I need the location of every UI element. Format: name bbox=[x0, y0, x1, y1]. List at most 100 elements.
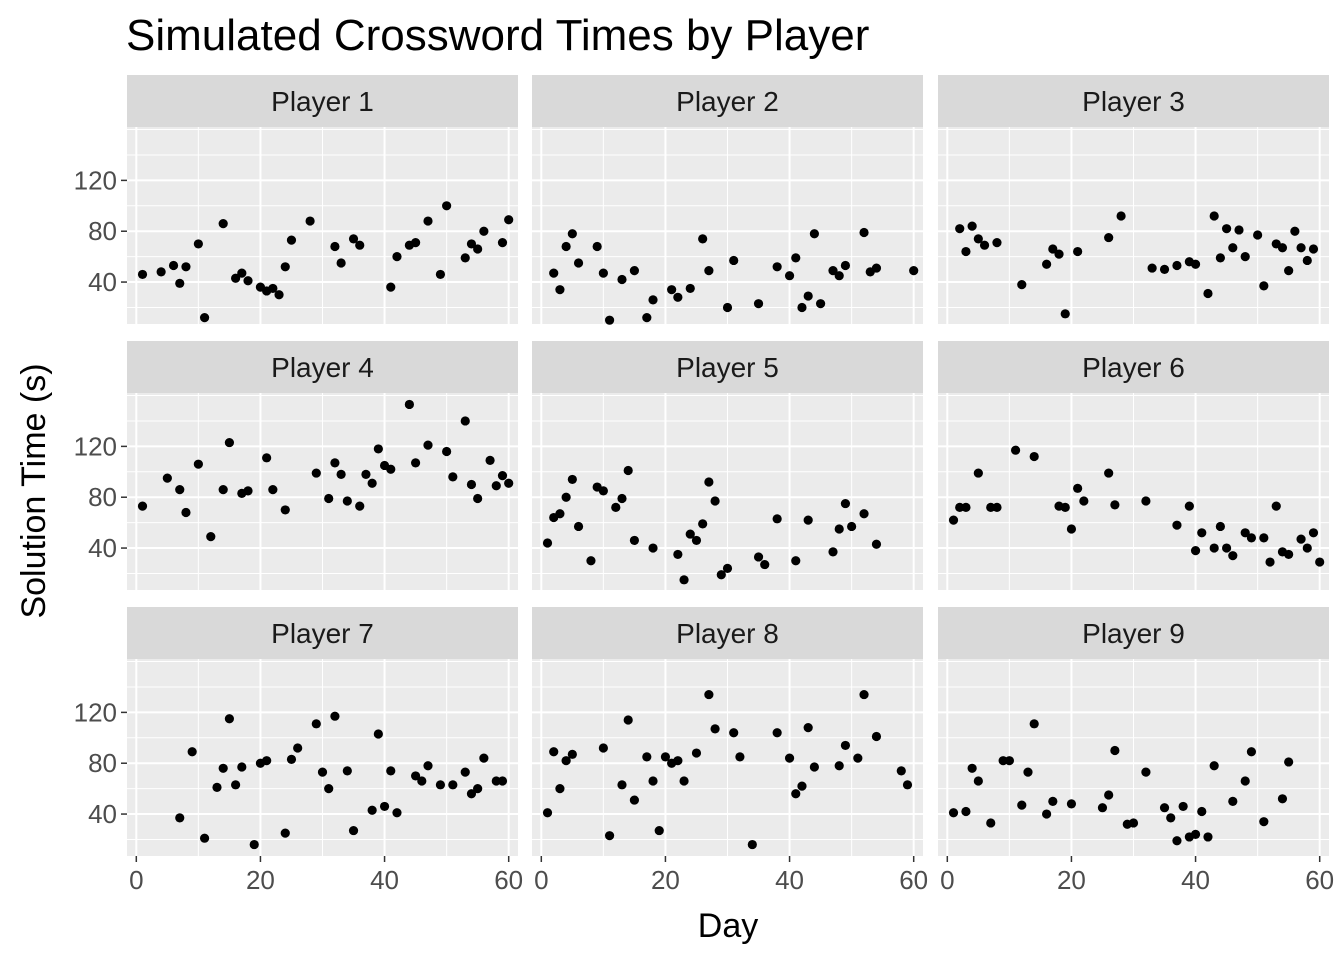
data-point bbox=[355, 501, 365, 511]
data-point bbox=[729, 728, 739, 738]
data-point bbox=[809, 229, 819, 239]
data-point bbox=[1209, 761, 1219, 771]
data-point bbox=[1029, 451, 1039, 462]
data-point bbox=[948, 515, 959, 525]
x-tick-label: 0 bbox=[129, 865, 143, 895]
data-point bbox=[392, 808, 402, 818]
data-point bbox=[348, 825, 359, 836]
data-point bbox=[311, 719, 321, 729]
data-point bbox=[704, 477, 714, 487]
data-point bbox=[791, 253, 801, 263]
data-point bbox=[772, 262, 782, 272]
data-point bbox=[1246, 533, 1257, 543]
data-point bbox=[1209, 543, 1219, 553]
data-point bbox=[466, 239, 477, 249]
data-point bbox=[791, 556, 801, 566]
data-point bbox=[648, 543, 658, 553]
data-point bbox=[1290, 226, 1300, 236]
data-point bbox=[961, 246, 971, 257]
data-point bbox=[896, 766, 906, 776]
data-point bbox=[598, 268, 608, 278]
facet-panel: Player 8 0 20 40 60 bbox=[532, 607, 928, 895]
data-point bbox=[853, 753, 863, 763]
data-point bbox=[199, 833, 210, 843]
data-point bbox=[573, 521, 584, 532]
data-point bbox=[871, 731, 882, 742]
facet-strip bbox=[532, 607, 923, 659]
data-point bbox=[847, 521, 857, 532]
data-point bbox=[1308, 528, 1319, 538]
data-point bbox=[1073, 483, 1083, 493]
data-point bbox=[648, 776, 658, 786]
data-point bbox=[549, 747, 559, 757]
data-point bbox=[772, 728, 782, 738]
data-point bbox=[1228, 243, 1238, 253]
data-point bbox=[442, 201, 452, 211]
data-point bbox=[268, 283, 278, 294]
data-point bbox=[840, 740, 851, 751]
data-point bbox=[224, 437, 235, 448]
data-point bbox=[961, 502, 971, 512]
data-point bbox=[784, 753, 795, 763]
data-point bbox=[305, 216, 315, 226]
x-tick-label: 40 bbox=[775, 865, 804, 895]
data-point bbox=[187, 747, 197, 757]
data-point bbox=[1302, 543, 1312, 553]
facet-panel: Player 7 40 80 120 0 20 40 60 bbox=[74, 607, 523, 895]
data-point bbox=[642, 752, 652, 762]
data-point bbox=[175, 813, 185, 823]
data-point bbox=[629, 795, 640, 805]
data-point bbox=[973, 776, 983, 786]
data-point bbox=[1190, 259, 1201, 269]
data-point bbox=[497, 471, 508, 481]
facet-strip bbox=[532, 75, 923, 127]
data-point bbox=[654, 825, 664, 836]
data-point bbox=[1234, 225, 1244, 235]
data-point bbox=[473, 244, 483, 254]
facet-grid: Player 1 40 80 120 Player 2 Player 3 Player 4 4… bbox=[74, 75, 1334, 895]
data-point bbox=[504, 215, 514, 225]
data-point bbox=[673, 756, 683, 766]
data-point bbox=[1079, 496, 1089, 506]
data-point bbox=[555, 285, 565, 295]
facet-label: Player 9 bbox=[1082, 618, 1185, 649]
data-point bbox=[1172, 836, 1182, 846]
y-tick-label: 40 bbox=[88, 267, 117, 297]
data-point bbox=[753, 299, 764, 309]
x-tick-label: 20 bbox=[651, 865, 680, 895]
data-point bbox=[386, 464, 396, 474]
data-point bbox=[809, 762, 819, 772]
data-point bbox=[1054, 249, 1064, 259]
data-point bbox=[1104, 232, 1114, 243]
data-point bbox=[274, 290, 284, 300]
data-point bbox=[673, 549, 683, 560]
data-point bbox=[704, 689, 714, 700]
data-point bbox=[1017, 800, 1027, 810]
data-point bbox=[324, 493, 334, 504]
data-point bbox=[784, 271, 795, 281]
data-point bbox=[791, 789, 801, 799]
data-point bbox=[423, 216, 433, 226]
data-point bbox=[760, 559, 770, 570]
data-point bbox=[1178, 801, 1188, 812]
data-point bbox=[567, 474, 577, 485]
data-point bbox=[1315, 557, 1325, 567]
data-point bbox=[1172, 520, 1182, 530]
x-tick-label: 0 bbox=[534, 865, 548, 895]
data-point bbox=[1042, 809, 1052, 819]
data-point bbox=[648, 295, 658, 305]
data-point bbox=[348, 234, 359, 244]
data-point bbox=[249, 839, 259, 850]
data-point bbox=[598, 486, 608, 496]
data-point bbox=[1060, 309, 1070, 319]
data-point bbox=[679, 776, 689, 786]
facet-panel: Player 2 bbox=[532, 75, 923, 325]
data-point bbox=[979, 240, 990, 250]
data-point bbox=[162, 473, 172, 483]
data-point bbox=[1073, 246, 1083, 257]
data-point bbox=[573, 258, 584, 268]
data-point bbox=[231, 780, 241, 790]
data-point bbox=[330, 241, 340, 252]
data-point bbox=[673, 292, 683, 302]
